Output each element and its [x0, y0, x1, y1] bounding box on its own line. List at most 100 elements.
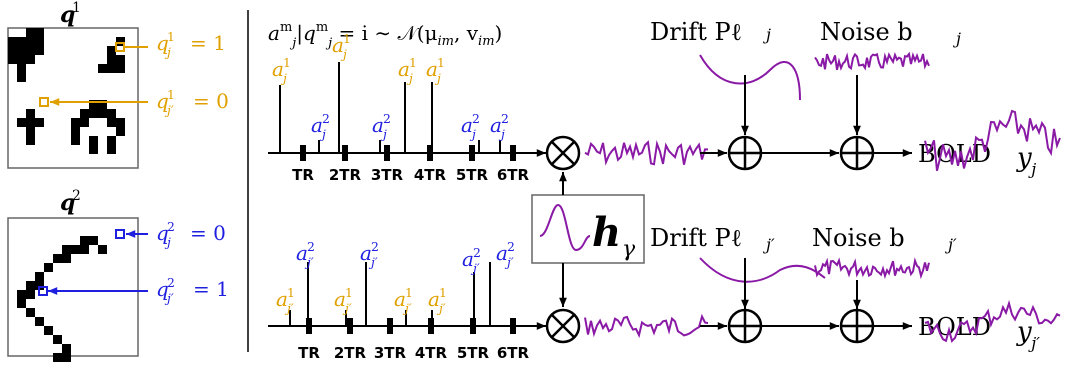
pointer-q2-jp: [48, 287, 148, 295]
svg-text:y: y: [1016, 317, 1032, 347]
q2-title: q2: [60, 188, 81, 216]
svg-text:q: q: [60, 190, 75, 216]
arrow-to-bold-top: [874, 149, 912, 157]
svg-text:j: j: [164, 44, 171, 59]
svg-text:j: j: [340, 46, 347, 61]
bold-var-bottom: y j′: [1016, 317, 1040, 352]
mixture-formula: amj|qmj = i ∼ 𝒩(μim, vim): [268, 20, 502, 51]
activation-map-q2: [7, 217, 139, 362]
svg-text:j′: j′: [284, 300, 294, 315]
svg-text:γ: γ: [622, 237, 636, 262]
svg-text:1: 1: [283, 55, 291, 70]
hrf-arrow-top: [559, 172, 567, 195]
noise-arrow-bottom: [853, 280, 861, 309]
svg-text:a: a: [394, 287, 406, 311]
arrow-to-noise-bottom: [762, 322, 839, 330]
drift-label-top-sub: j: [763, 25, 771, 44]
stick-top-b3-label: a 2j: [461, 111, 480, 141]
svg-text:j′: j′: [402, 300, 412, 315]
svg-text:j′: j′: [304, 254, 314, 269]
svg-text:2: 2: [322, 111, 330, 126]
add-noise-op-bottom: [839, 308, 875, 344]
label-q2-j: q2j: [156, 219, 175, 249]
svg-text:j′: j′: [436, 300, 446, 315]
pointer-q1-jp: [50, 98, 148, 106]
noise-label-top-sub: j: [953, 29, 961, 48]
svg-text:1: 1: [72, 0, 81, 16]
add-drift-op-bottom: [727, 308, 763, 344]
svg-text:1: 1: [439, 285, 447, 300]
noise-label-bottom: Noise b: [812, 224, 905, 252]
svg-text:j′: j′: [504, 254, 514, 269]
arrow-to-convolve-bottom: [520, 322, 546, 330]
drift-label-bottom-sub: j′: [763, 235, 775, 254]
svg-text:2: 2: [473, 245, 481, 260]
drift-arrow-top: [741, 75, 749, 135]
svg-text:a: a: [496, 241, 508, 265]
svg-text:a: a: [462, 247, 474, 271]
svg-text:2: 2: [307, 239, 315, 254]
svg-text:a: a: [428, 287, 440, 311]
tick-label: 4TR: [414, 166, 447, 184]
svg-text:j: j: [406, 70, 413, 85]
svg-text:2: 2: [383, 111, 391, 126]
value-q2-j: = 0: [190, 221, 226, 245]
svg-text:2: 2: [371, 239, 379, 254]
tick-label: 5TR: [457, 344, 490, 362]
svg-text:j: j: [319, 126, 326, 141]
svg-text:2: 2: [501, 111, 509, 126]
svg-text:a: a: [296, 241, 308, 265]
convolve-op-bottom: [545, 308, 581, 344]
svg-text:j′: j′: [164, 290, 174, 305]
stick-bot-b4-label: a 2j′: [496, 239, 515, 269]
stick-top-o2-label: a 1j: [332, 31, 351, 61]
svg-text:j: j: [1028, 159, 1036, 178]
svg-text:a: a: [311, 113, 323, 137]
stick-top-o4-label: a 1j: [426, 55, 445, 85]
svg-text:a: a: [272, 57, 284, 81]
stick-bot-o1-label: a 1j′: [276, 285, 295, 315]
svg-text:j′: j′: [342, 300, 352, 315]
convolved-signal-top: [584, 139, 708, 166]
svg-text:q: q: [156, 31, 169, 55]
voxel-jp-marker-q1: [39, 97, 49, 107]
svg-text:q: q: [156, 221, 169, 245]
stick-top-o3-label: a 1j: [398, 55, 417, 85]
stick-bot-b1-label: a 2j′: [296, 239, 315, 269]
svg-text:1: 1: [437, 55, 445, 70]
add-drift-op-top: [727, 135, 763, 171]
svg-text:q: q: [60, 2, 75, 28]
svg-text:1: 1: [345, 285, 353, 300]
svg-text:1: 1: [167, 29, 175, 44]
convolved-signal-bottom: [584, 313, 709, 339]
noise-label-top: Noise b: [820, 18, 913, 46]
stick-top-o1-label: a 1j: [272, 55, 291, 85]
add-noise-op-top: [839, 135, 875, 171]
svg-text:j: j: [498, 126, 505, 141]
drift-label-top: Drift Pℓ: [650, 18, 742, 46]
arrow-to-drift-top: [700, 149, 727, 157]
svg-text:j′: j′: [164, 102, 174, 117]
stick-top-b1-label: a 2j: [311, 111, 330, 141]
noise-label-bottom-sub: j′: [945, 235, 957, 254]
tick-label: 3TR: [374, 344, 407, 362]
svg-text:a: a: [461, 113, 473, 137]
tick-label: 5TR: [456, 166, 489, 184]
svg-text:a: a: [490, 113, 502, 137]
svg-text:y: y: [1016, 143, 1032, 173]
label-q1-jp: q1j′: [156, 87, 175, 117]
svg-text:j: j: [469, 126, 476, 141]
arrow-to-drift-bottom: [700, 322, 727, 330]
arrow-to-convolve-top: [520, 149, 546, 157]
activation-map-q1: [7, 27, 139, 169]
value-q1-j: = 1: [190, 31, 226, 55]
tick-label: 2TR: [334, 344, 367, 362]
tick-label: 3TR: [371, 166, 404, 184]
svg-text:h: h: [592, 209, 621, 256]
svg-text:j′: j′: [470, 260, 480, 275]
stick-top-b2-label: a 2j: [372, 111, 391, 141]
svg-text:2: 2: [472, 111, 480, 126]
label-q2-jp: q2j′: [156, 275, 175, 305]
